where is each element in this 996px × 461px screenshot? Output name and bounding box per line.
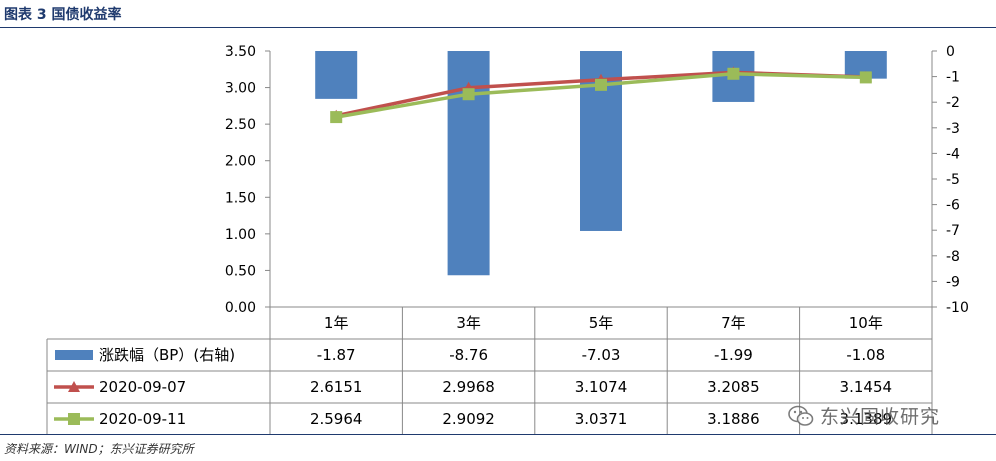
legend-label: 2020-09-11	[99, 410, 186, 428]
right-tick-label: -5	[946, 172, 960, 188]
point-marker-2020-09-11-3年	[462, 88, 475, 101]
data-value: 2.9092	[442, 410, 495, 428]
data-value: -7.03	[582, 346, 621, 364]
point-marker-2020-09-11-7年	[727, 67, 740, 80]
data-value: 3.2085	[707, 378, 760, 396]
right-tick-label: -7	[946, 223, 960, 239]
right-tick-label: -2	[946, 95, 960, 111]
data-value: 2.6151	[310, 378, 363, 396]
left-tick-label: 3.50	[225, 44, 256, 60]
category-label: 3年	[456, 314, 481, 332]
legend-key-marker	[68, 381, 80, 392]
right-tick-label: -10	[946, 300, 969, 316]
right-tick-label: -1	[946, 70, 960, 86]
right-tick-label: -8	[946, 249, 960, 265]
right-tick-label: -4	[946, 146, 960, 162]
bottom-rule	[0, 434, 996, 435]
left-tick-label: 3.00	[225, 81, 256, 97]
bar-change-1年	[315, 51, 358, 99]
chart: 3.50 3.00 2.50 2.00 1.50 1.00 0.50 0.00 0 -1 -2 -3 -…	[46, 44, 969, 434]
data-value: -1.99	[714, 346, 753, 364]
data-value: 3.0371	[575, 410, 628, 428]
legend-key-marker	[68, 413, 80, 425]
watermark-text: 东兴固收研究	[820, 406, 941, 428]
watermark: 东兴固收研究	[788, 402, 940, 429]
data-value: -1.87	[317, 346, 356, 364]
category-label: 5年	[589, 314, 614, 332]
data-value: -1.08	[846, 346, 885, 364]
data-value: 3.1454	[840, 378, 893, 396]
right-tick-label: -9	[946, 274, 960, 290]
legend-label: 涨跌幅（BP）(右轴)	[99, 346, 235, 364]
left-tick-label: 1.50	[225, 190, 256, 206]
point-marker-2020-09-11-10年	[859, 71, 872, 84]
top-rule	[0, 27, 996, 28]
category-label: 10年	[849, 314, 883, 332]
right-tick-label: -3	[946, 121, 960, 137]
point-marker-2020-09-11-1年	[330, 111, 343, 124]
left-tick-label: 2.00	[225, 154, 256, 170]
data-value: 3.1389	[840, 410, 893, 428]
category-label: 1年	[324, 314, 349, 332]
left-tick-label: 1.00	[225, 227, 256, 243]
left-tick-label: 2.50	[225, 117, 256, 133]
right-tick-label: 0	[946, 44, 955, 60]
wechat-icon	[788, 405, 814, 426]
source-note: 资料来源：WIND；东兴证券研究所	[4, 442, 194, 456]
point-marker-2020-09-11-5年	[595, 78, 607, 91]
data-value: 3.1886	[707, 410, 760, 428]
right-tick-label: -6	[946, 198, 960, 214]
legend-label: 2020-09-07	[99, 378, 186, 396]
figure-title: 图表 3 国债收益率	[4, 7, 122, 23]
legend-key-bar	[55, 350, 93, 360]
category-label: 7年	[721, 314, 746, 332]
data-value: -8.76	[449, 346, 488, 364]
data-value: 3.1074	[575, 378, 628, 396]
data-value: 2.9968	[442, 378, 495, 396]
left-tick-label: 0.00	[225, 300, 256, 316]
data-value: 2.5964	[310, 410, 363, 428]
left-tick-label: 0.50	[225, 263, 256, 279]
